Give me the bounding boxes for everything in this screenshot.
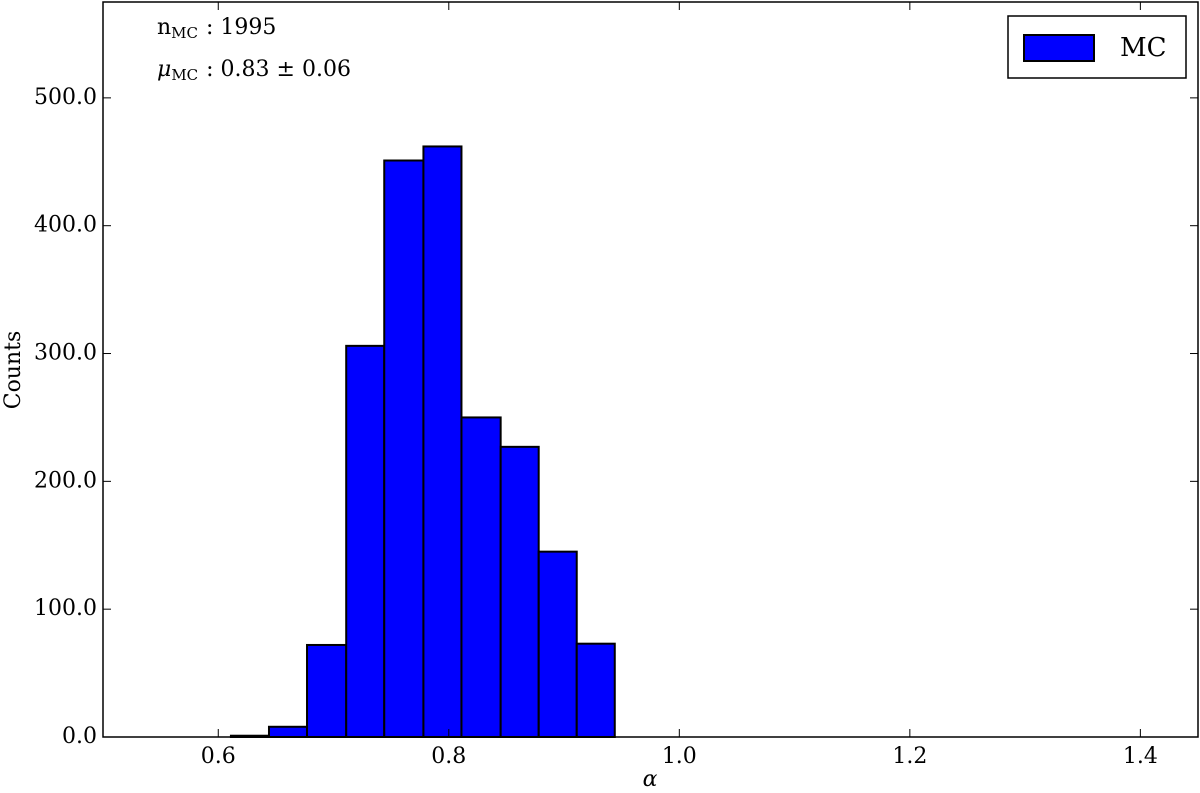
annotation-text: : 0.83 ± 0.06 — [206, 57, 351, 82]
y-tick-label: 300.0 — [34, 341, 97, 366]
x-tick-label: 0.8 — [431, 744, 466, 769]
bar — [575, 642, 616, 738]
bar — [306, 643, 348, 738]
annotation-subscript: MC — [171, 24, 198, 42]
annotation-symbol: μ — [157, 57, 171, 82]
annotation-subscript: MC — [171, 66, 198, 84]
y-axis-label: Counts — [1, 331, 26, 410]
bar — [422, 145, 463, 738]
x-tick-label: 1.0 — [662, 744, 697, 769]
annotation: nMC : 1995 — [157, 15, 276, 42]
plot-frame — [102, 1, 1199, 738]
bar — [460, 416, 502, 738]
annotation-symbol: n — [157, 15, 171, 40]
x-axis-label: α — [643, 767, 658, 792]
legend-label: MC — [1120, 33, 1167, 63]
y-tick-label: 200.0 — [34, 468, 97, 493]
bar — [383, 159, 425, 739]
annotation-text: : 1995 — [206, 15, 276, 40]
bar — [537, 550, 578, 738]
bar — [345, 344, 386, 738]
y-tick-label: 500.0 — [34, 85, 97, 110]
bar — [499, 445, 540, 738]
bar — [267, 725, 309, 739]
x-tick-label: 0.6 — [201, 744, 236, 769]
annotation: μMC : 0.83 ± 0.06 — [157, 57, 351, 84]
y-tick-label: 100.0 — [34, 596, 97, 621]
y-tick-label: 0.0 — [62, 724, 97, 749]
x-tick-label: 1.4 — [1123, 744, 1158, 769]
x-tick-label: 1.2 — [892, 744, 927, 769]
legend-swatch — [1023, 34, 1095, 62]
y-tick-label: 400.0 — [34, 213, 97, 238]
